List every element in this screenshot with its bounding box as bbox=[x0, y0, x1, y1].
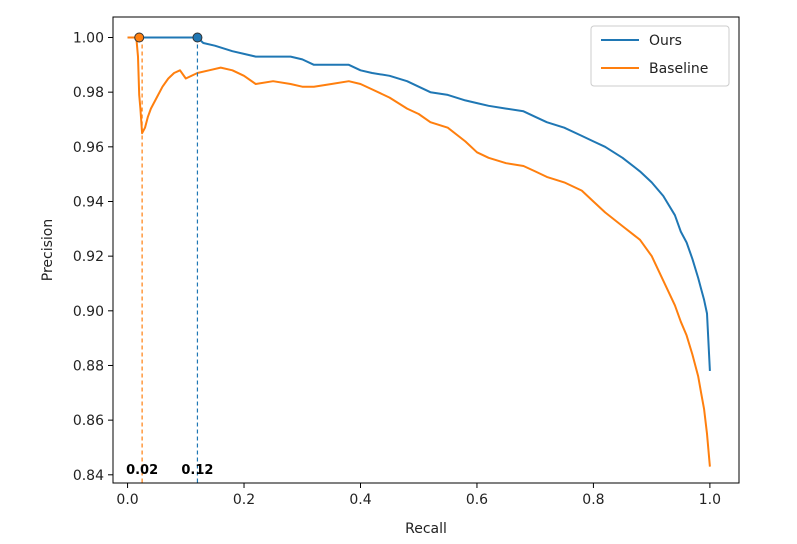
y-tick-label: 0.98 bbox=[73, 85, 104, 101]
legend: Ours Baseline bbox=[590, 25, 730, 87]
x-tick-label: 0.2 bbox=[233, 492, 255, 508]
x-tick-label: 0.6 bbox=[466, 492, 488, 508]
plot-frame bbox=[112, 16, 740, 484]
y-tick-label: 1.00 bbox=[73, 30, 104, 46]
series-line-baseline bbox=[127, 36, 711, 467]
x-tick-label: 0.8 bbox=[582, 492, 604, 508]
x-axis: 0.0 0.2 0.4 0.6 0.8 1.0 bbox=[116, 483, 721, 508]
y-axis: 0.84 0.86 0.88 0.90 0.92 0.94 0.96 0.98 1.00 bbox=[73, 30, 113, 484]
series-line-ours bbox=[127, 36, 711, 371]
y-tick-label: 0.84 bbox=[73, 468, 104, 484]
marker-ours bbox=[192, 32, 203, 43]
y-tick-label: 0.92 bbox=[73, 249, 104, 265]
x-tick-label: 0.0 bbox=[116, 492, 138, 508]
legend-label-ours: Ours bbox=[649, 33, 682, 49]
marker-baseline bbox=[134, 32, 145, 43]
x-tick-label: 0.4 bbox=[349, 492, 371, 508]
y-tick-label: 0.96 bbox=[73, 140, 104, 156]
y-tick-label: 0.90 bbox=[73, 304, 104, 320]
data-layer bbox=[127, 36, 711, 467]
x-tick-label: 1.0 bbox=[699, 492, 721, 508]
y-tick-label: 0.94 bbox=[73, 194, 104, 210]
y-tick-label: 0.88 bbox=[73, 358, 104, 374]
annotation-label-baseline: 0.02 bbox=[126, 463, 158, 478]
annotation-label-ours: 0.12 bbox=[181, 463, 213, 478]
legend-label-baseline: Baseline bbox=[649, 61, 708, 77]
x-axis-label: Recall bbox=[405, 521, 447, 537]
annotation-layer: 0.02 0.12 bbox=[126, 32, 213, 483]
y-tick-label: 0.86 bbox=[73, 413, 104, 429]
y-axis-label: Precision bbox=[40, 219, 56, 281]
